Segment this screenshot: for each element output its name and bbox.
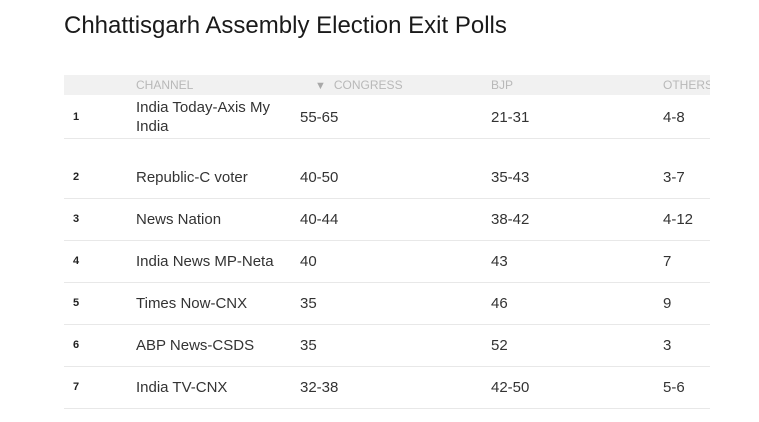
exit-poll-table[interactable]: CHANNEL ▼ CONGRESS BJP OTHERS 1 India Tod…: [64, 75, 710, 415]
channel-cell: Republic-C voter: [136, 168, 248, 186]
column-header-others[interactable]: OTHERS: [663, 78, 710, 92]
congress-cell: 35: [300, 294, 317, 312]
row-rank: 2: [73, 170, 80, 183]
others-cell: 7: [663, 252, 672, 270]
channel-cell: India News MP-Neta: [136, 252, 274, 270]
row-rank: 6: [73, 338, 80, 351]
column-header-bjp[interactable]: BJP: [491, 78, 514, 92]
congress-cell: 40-44: [300, 210, 339, 228]
row-rank: 4: [73, 254, 80, 267]
congress-cell: 35: [300, 336, 317, 354]
bjp-cell: 38-42: [491, 210, 530, 228]
table-row: 3 News Nation 40-44 38-42 4-12: [64, 198, 710, 241]
bjp-cell: 43: [491, 252, 508, 270]
table-row: 5 Times Now-CNX 35 46 9: [64, 282, 710, 325]
others-cell: 3: [663, 336, 672, 354]
congress-cell: 32-38: [300, 378, 339, 396]
table-row: 2 Republic-C voter 40-50 35-43 3-7: [64, 156, 710, 199]
row-rank: 1: [73, 110, 80, 123]
congress-cell: 40: [300, 252, 317, 270]
table-header-row: CHANNEL ▼ CONGRESS BJP OTHERS: [64, 75, 710, 95]
bjp-cell: 52: [491, 336, 508, 354]
congress-cell: 55-65: [300, 108, 339, 126]
row-rank: 5: [73, 296, 80, 309]
column-header-channel[interactable]: CHANNEL: [136, 78, 194, 92]
row-rank: 3: [73, 212, 80, 225]
others-cell: 5-6: [663, 378, 685, 396]
channel-cell: Times Now-CNX: [136, 294, 248, 312]
channel-cell: India Today-Axis My India: [136, 99, 270, 135]
table-row: 1 India Today-Axis My India 55-65 21-31 …: [64, 96, 710, 139]
channel-cell: ABP News-CSDS: [136, 336, 255, 354]
table-row: 4 India News MP-Neta 40 43 7: [64, 240, 710, 283]
bjp-cell: 46: [491, 294, 508, 312]
others-cell: 4-8: [663, 108, 685, 126]
row-rank: 7: [73, 380, 80, 393]
column-header-congress[interactable]: ▼ CONGRESS: [315, 75, 403, 95]
channel-cell: India TV-CNX: [136, 378, 228, 396]
page-title: Chhattisgarh Assembly Election Exit Poll…: [64, 12, 507, 39]
bjp-cell: 35-43: [491, 168, 530, 186]
others-cell: 3-7: [663, 168, 685, 186]
others-cell: 4-12: [663, 210, 694, 228]
bjp-cell: 42-50: [491, 378, 530, 396]
bjp-cell: 21-31: [491, 108, 530, 126]
channel-cell: News Nation: [136, 210, 222, 228]
others-cell: 9: [663, 294, 672, 312]
table-row: 6 ABP News-CSDS 35 52 3: [64, 324, 710, 367]
column-header-congress-label: CONGRESS: [333, 78, 403, 92]
table-row: 7 India TV-CNX 32-38 42-50 5-6: [64, 366, 710, 409]
congress-cell: 40-50: [300, 168, 339, 186]
sort-descending-icon: ▼: [315, 80, 326, 92]
